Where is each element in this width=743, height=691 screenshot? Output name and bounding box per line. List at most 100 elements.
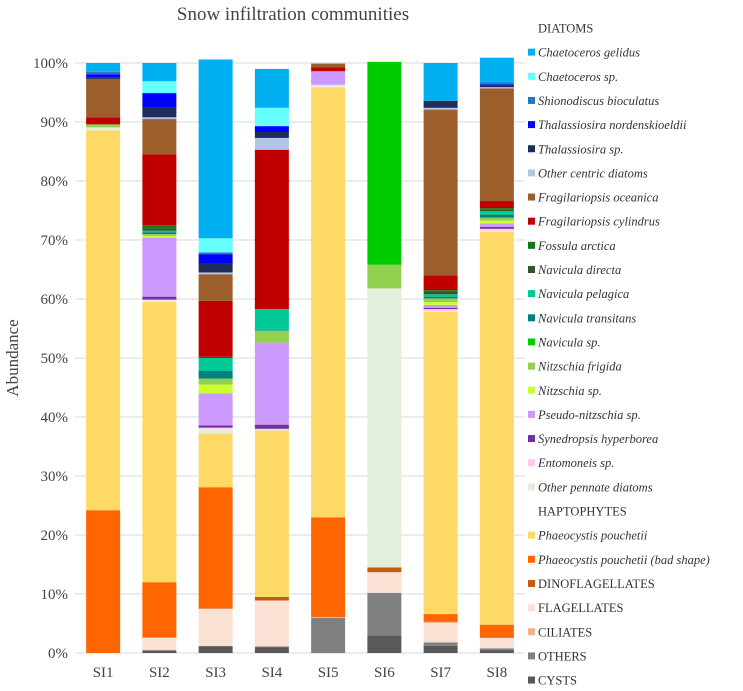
bar-segment xyxy=(198,370,233,379)
bar-segment xyxy=(198,59,233,239)
x-tick-label: SI6 xyxy=(374,665,395,681)
bar-segment xyxy=(423,109,458,276)
bar-segment xyxy=(423,304,458,308)
y-tick-label: 50% xyxy=(41,351,69,367)
bar-segment xyxy=(142,107,177,118)
bar-segment xyxy=(198,425,233,428)
bar-segment xyxy=(254,126,289,133)
legend-swatch xyxy=(528,386,535,394)
bar-segment xyxy=(198,487,233,609)
bar-segment xyxy=(254,428,289,430)
bar-segment xyxy=(423,310,458,312)
y-tick-label: 40% xyxy=(41,410,69,426)
legend-swatch xyxy=(528,121,535,129)
bar-segment xyxy=(142,63,177,82)
bar-segment xyxy=(479,87,514,89)
bar-segment xyxy=(198,300,233,357)
bar-segment xyxy=(198,433,233,488)
bar-segment xyxy=(86,130,121,511)
bars xyxy=(86,57,514,653)
bar-segment xyxy=(142,650,177,653)
legend-label: Chaetoceros gelidus xyxy=(538,46,640,60)
legend-swatch xyxy=(528,266,535,273)
bar-segment xyxy=(254,342,289,425)
bar-segment xyxy=(142,235,177,238)
bar-segment xyxy=(86,71,121,75)
bar-segment xyxy=(367,572,402,593)
legend-swatch xyxy=(528,435,535,443)
legend-swatch xyxy=(528,241,535,249)
bar-segment xyxy=(423,307,458,310)
bar-segment xyxy=(198,254,233,264)
bar-segment xyxy=(198,393,233,426)
legend-swatch xyxy=(528,628,535,636)
y-tick-label: 70% xyxy=(41,233,69,249)
bar-segment xyxy=(479,650,514,653)
bar-segment xyxy=(142,81,177,94)
bar-segment xyxy=(142,300,177,302)
bar-segment xyxy=(479,201,514,209)
bar-segment xyxy=(254,646,289,648)
bar-segment xyxy=(423,309,458,311)
bar-segment xyxy=(479,220,514,224)
bar-segment xyxy=(198,608,233,646)
y-tick-label: 100% xyxy=(33,56,68,72)
bar-segment xyxy=(311,84,346,86)
x-axis-ticks: SI1 SI2 SI3 SI4 SI5 SI6 SI7 SI8 xyxy=(93,665,508,681)
bar-segment xyxy=(142,232,177,235)
bar-segment xyxy=(254,330,289,343)
bar-segment xyxy=(311,71,346,85)
bar-segment xyxy=(479,223,514,228)
bar-segment xyxy=(311,617,346,653)
bar-segment xyxy=(479,636,514,638)
x-tick-label: SI4 xyxy=(261,665,282,681)
bar-segment xyxy=(142,582,177,638)
legend-header: HAPTOPHYTES xyxy=(538,505,627,519)
bar-segment xyxy=(479,648,514,651)
legend-label: Fossula arctica xyxy=(537,239,616,253)
legend-label: Nitzschia frigida xyxy=(537,360,622,374)
bar-segment xyxy=(423,642,458,646)
bar-segment xyxy=(142,228,177,231)
x-tick-label: SI3 xyxy=(205,665,226,681)
legend-swatch xyxy=(528,362,535,370)
legend-label: Shionodiscus bioculatus xyxy=(538,94,659,108)
bar-segment xyxy=(311,517,346,618)
legend-label: Synedropsis hyperborea xyxy=(538,432,658,446)
bar-segment xyxy=(254,647,289,653)
bar-segment xyxy=(86,127,121,128)
bar-segment xyxy=(479,209,514,212)
bar-segment xyxy=(254,68,289,108)
legend-swatch xyxy=(528,531,535,539)
bar-segment xyxy=(479,82,514,85)
legend-swatch xyxy=(528,483,535,491)
legend-label: Other centric diatoms xyxy=(538,166,648,180)
bar-segment xyxy=(423,296,458,299)
legend-label: OTHERS xyxy=(538,649,587,663)
y-tick-label: 90% xyxy=(41,115,69,131)
bar-segment xyxy=(423,290,458,292)
y-tick-label: 10% xyxy=(41,587,69,603)
bar-segment xyxy=(479,88,514,202)
bar-segment xyxy=(367,635,402,653)
bar-segment xyxy=(479,208,514,210)
bar-segment xyxy=(311,85,346,88)
bar-segment xyxy=(423,294,458,297)
bar-segment xyxy=(142,119,177,155)
y-tick-label: 60% xyxy=(41,292,69,308)
legend-swatch xyxy=(528,193,535,201)
bar-segment xyxy=(423,100,458,108)
legend-swatch xyxy=(528,96,535,104)
legend-label: Phaeocystis pouchetii xyxy=(537,529,648,543)
legend-label: Navicula directa xyxy=(537,263,621,277)
legend-label: CILIATES xyxy=(538,625,592,639)
bar-segment xyxy=(86,117,121,125)
bar-segment xyxy=(423,645,458,653)
bar-segment xyxy=(198,646,233,653)
bar-segment xyxy=(86,127,121,131)
legend-label: Fragilariopsis oceanica xyxy=(537,191,658,205)
bar-segment xyxy=(142,154,177,226)
bar-segment xyxy=(423,311,458,615)
bar-segment xyxy=(479,217,514,221)
bar-segment xyxy=(142,237,177,297)
